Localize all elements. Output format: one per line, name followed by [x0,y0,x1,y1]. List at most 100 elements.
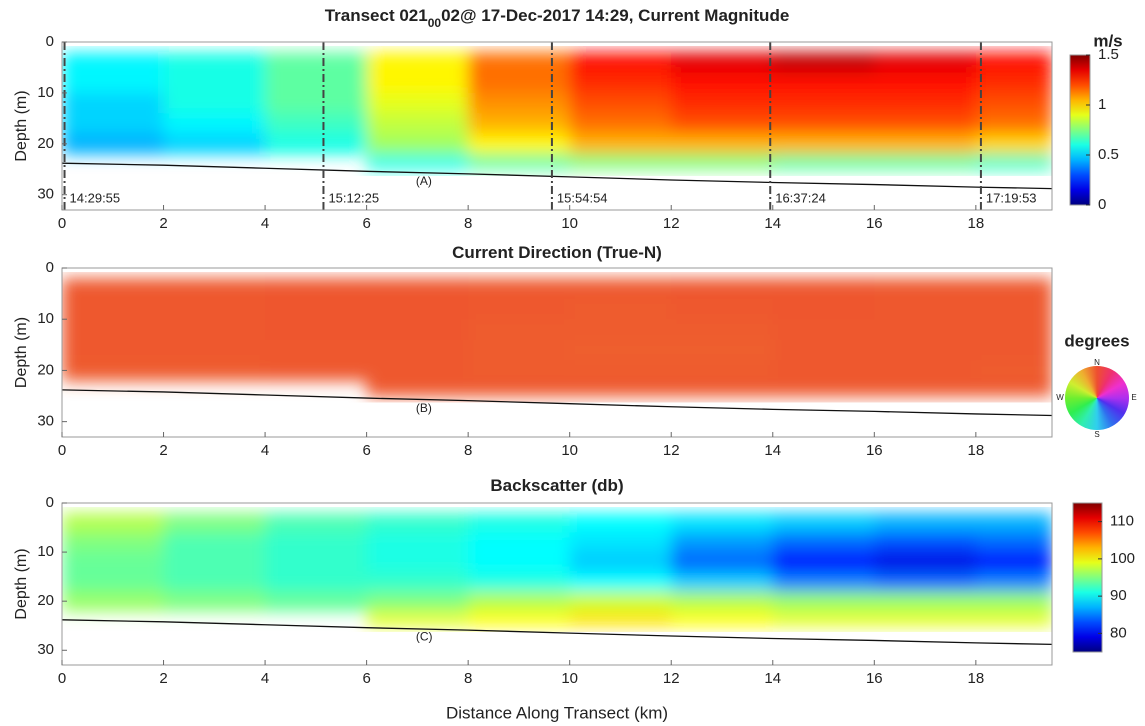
heatmap-cell [163,72,266,94]
heatmap-cell [468,52,571,74]
heatmap-cell [569,380,672,397]
heatmap-cell [265,552,368,573]
heatmap-cell [874,360,977,382]
heatmap-cell [671,113,774,135]
heatmap-cell [975,92,1052,114]
x-tick-label: 14 [764,215,781,232]
heatmap-cell [671,133,774,155]
y-tick-label: 0 [46,33,54,50]
x-tick-label: 2 [159,670,167,687]
heatmap-cell [163,512,266,533]
heatmap-cell [975,512,1052,533]
heatmap-cell [468,278,571,300]
colorbar-label: m/s [1093,31,1122,50]
heatmap-cell [569,319,672,341]
heatmap-cell [468,360,571,382]
y-tick-label: 30 [37,186,54,203]
heatmap-cell [62,339,165,361]
heatmap-cell [874,319,977,341]
heatmap-cell [975,278,1052,300]
plot-frame [61,267,1053,438]
heatmap-cell [671,552,774,573]
panel-annotation: (B) [416,401,432,415]
heatmap-cell [975,113,1052,135]
heatmap-cell [671,380,774,397]
y-tick-label: 20 [37,592,54,609]
x-tick-label: 10 [561,670,578,687]
heatmap-cell [163,113,266,135]
heatmap-cell [975,571,1052,592]
heatmap-cell [975,380,1052,397]
heatmap-cell [163,360,266,382]
heatmap-cell [874,552,977,573]
heatmap-cell [366,339,469,361]
heatmap-cell [569,154,672,170]
heatmap-cell [975,72,1052,94]
heatmap-cell [569,571,672,592]
heatmap-cell [62,591,165,612]
colorbar [1072,502,1103,653]
heatmap-cell [569,52,672,74]
colorbar-tick-label: 100 [1110,550,1135,567]
heatmap-cell [366,552,469,573]
heatmap-cell [468,154,571,170]
heatmap-cell [265,512,368,533]
heatmap-cell [62,571,165,592]
heatmap-cell [569,298,672,320]
heatmap-cell [265,532,368,553]
x-tick-label: 14 [764,442,781,459]
heatmap-cell [163,133,266,155]
heatmap-cell [265,360,368,382]
heatmap-cell [366,611,469,627]
heatmap-cell [366,319,469,341]
x-tick-label: 2 [159,442,167,459]
time-label: 15:54:54 [557,190,608,205]
x-tick-label: 18 [968,215,985,232]
heatmap-cell [163,319,266,341]
heatmap-cell [671,154,774,170]
heatmap-cell [366,571,469,592]
heatmap-cell [975,591,1052,612]
heatmap-cell [772,591,875,612]
heatmap-cell [366,52,469,74]
heatmap-cell [772,339,875,361]
heatmap-cell [366,380,469,397]
compass-label: E [1131,393,1136,402]
title-part: Transect 021 [325,6,428,25]
heatmap-cell [468,512,571,533]
heatmap-cell [874,512,977,533]
colorbar-tick-label: 1 [1098,96,1106,113]
heatmap-cell [265,298,368,320]
bottom-line [62,619,1052,646]
heatmap-cell [163,92,266,114]
x-tick-label: 16 [866,215,883,232]
heatmap-cell [569,591,672,612]
time-label: 17:19:53 [986,190,1037,205]
heatmap-cell [569,72,672,94]
panel-annotation: (A) [416,174,432,188]
heatmap [62,512,1052,646]
colorwheel [1065,366,1129,430]
x-tick-label: 4 [261,670,269,687]
heatmap-cell [874,571,977,592]
heatmap-cell [62,532,165,553]
heatmap-cell [772,92,875,114]
heatmap-cell [772,552,875,573]
time-label: 16:37:24 [775,190,826,205]
y-axis-label: Depth (m) [13,90,30,161]
heatmap-cell [366,298,469,320]
heatmap-cell [569,113,672,135]
heatmap-cell [62,72,165,94]
heatmap-cell [62,92,165,114]
heatmap-cell [366,278,469,300]
panel-title: Backscatter (db) [490,476,623,495]
heatmap-cell [772,319,875,341]
heatmap-cell [265,278,368,300]
colorbar-tick-label: 90 [1110,587,1127,604]
heatmap-cell [874,154,977,170]
heatmap-cell [265,571,368,592]
heatmap-cell [874,133,977,155]
heatmap-cell [468,113,571,135]
heatmap-cell [468,298,571,320]
y-tick-label: 10 [37,543,54,560]
